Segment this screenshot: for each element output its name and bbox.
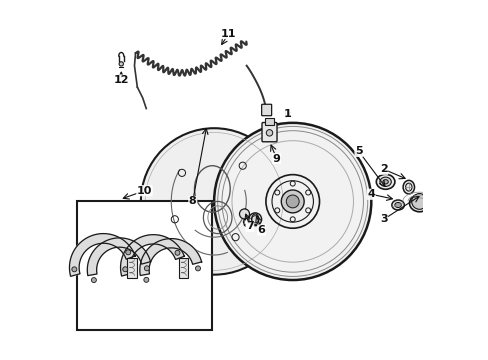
Circle shape: [411, 194, 427, 209]
Ellipse shape: [408, 195, 428, 212]
Ellipse shape: [394, 203, 401, 207]
Ellipse shape: [382, 180, 387, 184]
Bar: [179, 257, 188, 278]
Text: 3: 3: [379, 214, 387, 224]
Text: 6: 6: [257, 225, 265, 235]
Polygon shape: [87, 238, 150, 276]
Circle shape: [125, 250, 130, 255]
Text: 7: 7: [245, 221, 253, 231]
Circle shape: [239, 209, 249, 219]
Circle shape: [72, 267, 77, 272]
Circle shape: [285, 195, 299, 208]
Text: 10: 10: [137, 186, 152, 196]
Circle shape: [214, 123, 370, 280]
Ellipse shape: [391, 200, 404, 210]
Circle shape: [143, 277, 148, 282]
Text: 4: 4: [366, 189, 374, 199]
Circle shape: [266, 130, 272, 136]
Text: 5: 5: [354, 147, 362, 157]
Bar: [127, 257, 136, 278]
FancyBboxPatch shape: [262, 122, 276, 142]
Circle shape: [141, 128, 287, 275]
FancyBboxPatch shape: [261, 104, 271, 116]
Circle shape: [91, 278, 96, 283]
Text: 8: 8: [188, 197, 196, 206]
Circle shape: [119, 62, 123, 66]
Ellipse shape: [402, 180, 414, 194]
Text: 2: 2: [379, 164, 387, 174]
Polygon shape: [69, 234, 135, 276]
Circle shape: [248, 213, 261, 226]
Bar: [77, 202, 212, 330]
Text: 9: 9: [272, 154, 280, 163]
Bar: [264, 118, 273, 125]
Polygon shape: [121, 235, 184, 276]
Circle shape: [175, 250, 180, 255]
Ellipse shape: [379, 177, 390, 186]
Circle shape: [144, 266, 149, 271]
Circle shape: [195, 266, 200, 271]
Text: 12: 12: [113, 75, 129, 85]
Ellipse shape: [376, 174, 394, 189]
Polygon shape: [140, 239, 201, 275]
Circle shape: [281, 190, 304, 213]
Text: 1: 1: [283, 109, 291, 119]
Text: 11: 11: [221, 28, 236, 39]
Circle shape: [122, 267, 127, 272]
